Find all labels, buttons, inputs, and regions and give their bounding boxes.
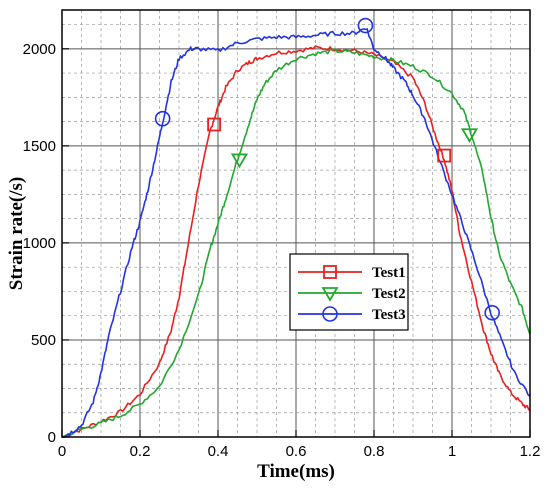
- series-line-test1: [61, 45, 530, 438]
- tick-labels: 0 0.2 0.4 0.6 0.8 1 1.2 0 500 1000 1500 2000: [23, 41, 541, 460]
- x-tick-label: 1.2: [520, 443, 541, 460]
- x-tick-label: 0.8: [364, 443, 385, 460]
- series-marker-test2: [230, 153, 249, 169]
- markers-group: [154, 17, 500, 321]
- x-tick-label: 0.4: [208, 443, 229, 460]
- y-tick-label: 0: [48, 429, 56, 446]
- y-tick-label: 1500: [23, 138, 56, 155]
- series-marker-test3: [154, 110, 171, 127]
- series-group: [61, 28, 531, 438]
- legend-box: [289, 253, 409, 331]
- legend-label-test2: Test2: [372, 286, 406, 302]
- legend-marker-test1: [323, 265, 337, 279]
- series-line-test2: [61, 48, 531, 438]
- y-axis-label: Strain rate(/s): [6, 177, 27, 290]
- x-axis-label: Time(ms): [257, 461, 335, 482]
- y-tick-label: 2000: [23, 41, 56, 58]
- legend-marker-test2: [321, 287, 339, 302]
- legend: Test1 Test2 Test3: [289, 253, 409, 331]
- x-tick-label: 0.6: [286, 443, 307, 460]
- grid: [61, 10, 531, 438]
- y-tick-label: 500: [31, 332, 56, 349]
- x-tick-label: 0.2: [130, 443, 151, 460]
- series-marker-test3: [357, 17, 374, 34]
- legend-marker-test3: [322, 306, 338, 322]
- y-tick-label: 1000: [23, 235, 56, 252]
- series-marker-test2: [460, 128, 479, 144]
- series-line-test3: [62, 28, 531, 438]
- x-tick-label: 1: [448, 443, 456, 460]
- series-marker-test3: [484, 304, 500, 321]
- series-marker-test1: [207, 117, 222, 132]
- legend-label-test3: Test3: [372, 307, 406, 323]
- legend-label-test1: Test1: [372, 265, 406, 281]
- series-marker-test1: [437, 148, 452, 163]
- x-tick-label: 0: [58, 443, 66, 460]
